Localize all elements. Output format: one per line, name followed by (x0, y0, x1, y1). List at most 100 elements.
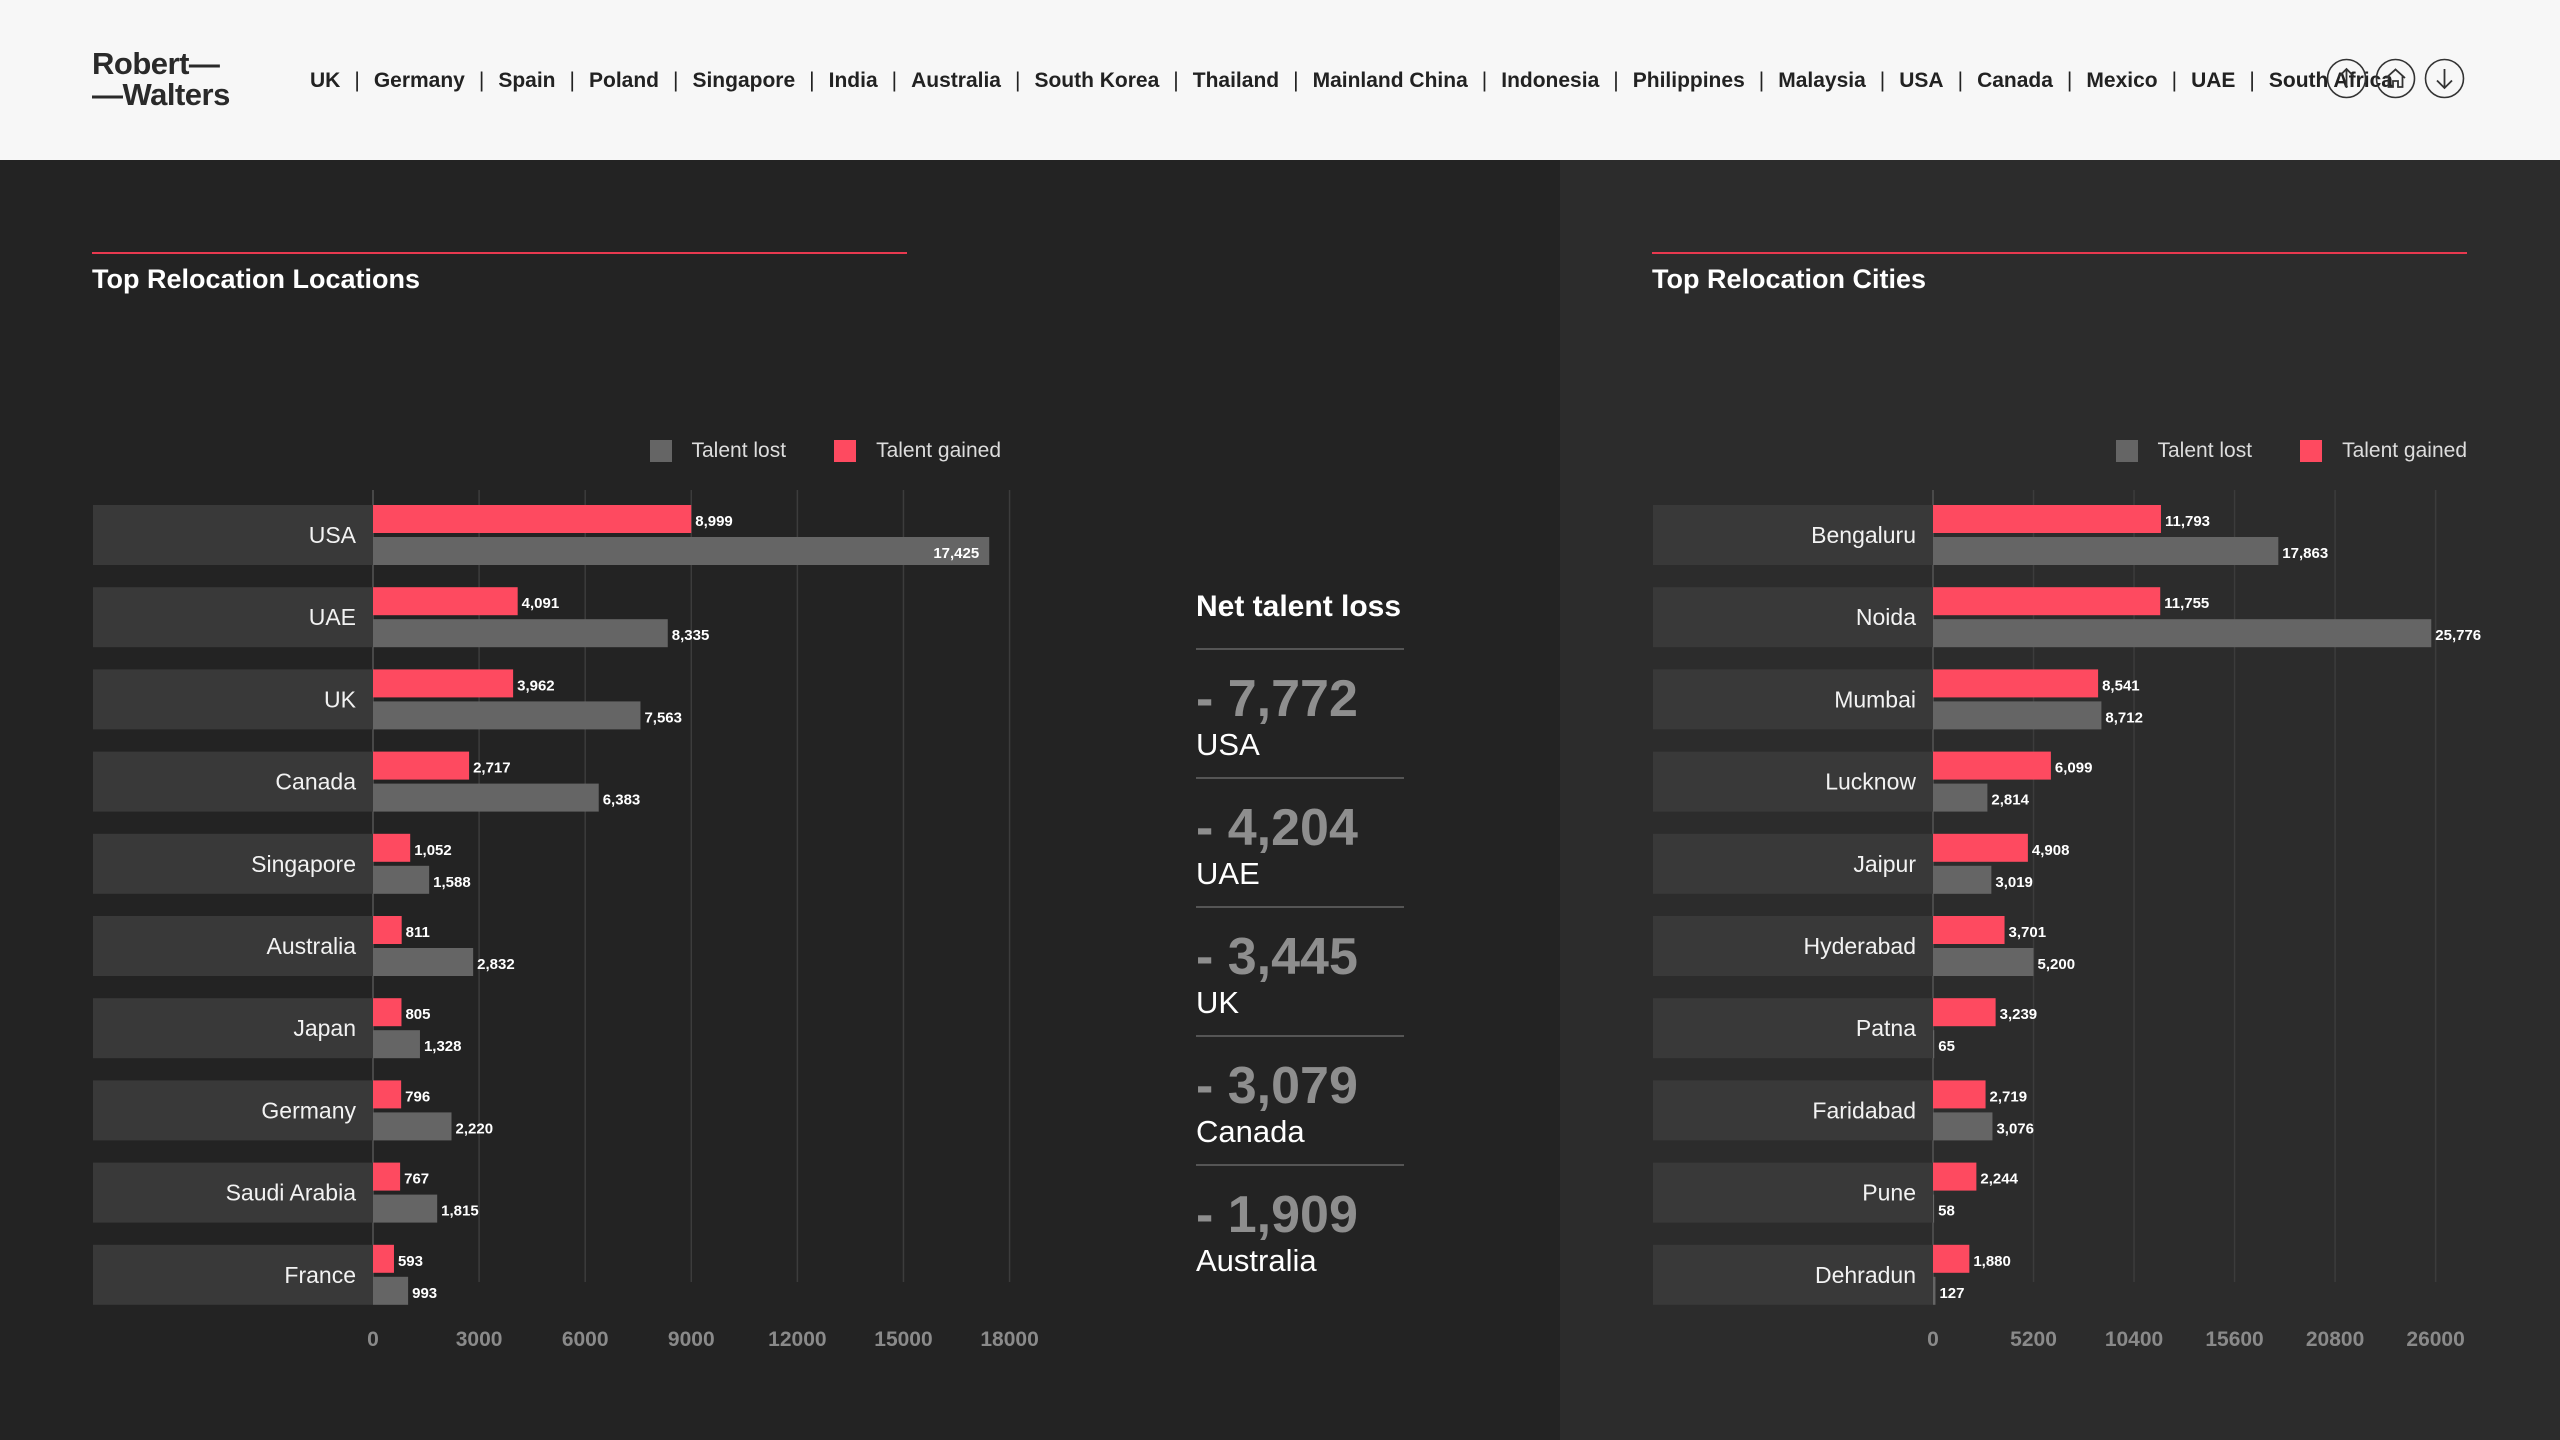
bar-talent-lost (373, 1276, 409, 1305)
x-tick-label: 0 (1927, 1328, 1939, 1351)
bar-talent-gained (373, 505, 692, 533)
data-label-gained: 593 (398, 1253, 423, 1270)
x-tick-label: 15000 (874, 1328, 932, 1351)
category-label-bg (1653, 1244, 1933, 1305)
home-icon[interactable] (2375, 58, 2416, 99)
bar-talent-lost (1933, 783, 1988, 812)
bar-talent-gained (1933, 998, 1996, 1027)
category-label-bg (93, 1244, 373, 1305)
bar-talent-lost (373, 865, 430, 894)
category-label-bg (93, 587, 373, 648)
bar-talent-lost (1933, 701, 2102, 730)
nav-item-australia[interactable]: Australia (911, 69, 1001, 92)
data-label-lost: 2,220 (456, 1120, 494, 1137)
data-label-gained: 4,908 (2032, 842, 2070, 859)
bar-talent-gained (1933, 1080, 1986, 1109)
nav-item-india[interactable]: India (828, 69, 878, 92)
bar-talent-lost (373, 537, 990, 565)
nav-item-mainland-china[interactable]: Mainland China (1312, 69, 1468, 92)
nav-item-uae[interactable]: UAE (2191, 69, 2236, 92)
bar-talent-gained (373, 1244, 394, 1273)
category-label: Singapore (251, 851, 356, 877)
category-label: UK (324, 686, 357, 712)
data-label-gained: 805 (405, 1006, 430, 1023)
arrow-down-icon[interactable] (2424, 58, 2465, 99)
bar-talent-lost (1933, 1112, 1993, 1141)
nav-item-malaysia[interactable]: Malaysia (1778, 69, 1866, 92)
nav-separator: | (354, 69, 360, 92)
data-label-gained: 767 (404, 1171, 429, 1188)
nav-separator: | (891, 69, 898, 92)
data-label-gained: 11,755 (2164, 595, 2209, 612)
data-label-gained: 8,541 (2102, 677, 2140, 694)
nav-item-mexico[interactable]: Mexico (2086, 69, 2158, 92)
data-label-lost: 3,076 (1996, 1120, 2034, 1137)
nav-separator: | (2249, 69, 2255, 92)
nav-item-south-korea[interactable]: South Korea (1034, 69, 1160, 92)
bar-talent-gained (1933, 587, 2161, 616)
bar-talent-gained (373, 751, 470, 780)
bar-talent-lost (1933, 865, 1992, 894)
category-label-bg (93, 1162, 373, 1223)
category-label: Germany (261, 1097, 356, 1123)
category-label: Japan (293, 1015, 356, 1041)
category-label-bg (93, 505, 373, 565)
data-label-lost: 6,383 (603, 792, 641, 809)
data-label-gained: 11,793 (2165, 513, 2210, 530)
bar-talent-gained (1933, 505, 2161, 533)
bar-talent-lost (373, 948, 474, 976)
bar-talent-gained (1933, 1162, 1977, 1191)
nav-item-spain[interactable]: Spain (498, 69, 556, 92)
data-label-lost: 2,814 (1991, 792, 2029, 809)
bar-talent-lost (1933, 619, 2432, 648)
data-label-lost: 5,200 (2038, 956, 2076, 973)
data-label-lost: 1,815 (441, 1203, 479, 1220)
category-label: Lucknow (1825, 769, 1916, 795)
bar-talent-lost (373, 1030, 420, 1059)
net-loss-country: USA (1196, 727, 1260, 762)
category-label: Mumbai (1834, 686, 1916, 712)
data-label-lost: 8,335 (672, 627, 710, 644)
nav-separator: | (1879, 69, 1886, 92)
nav-item-south-africa[interactable]: South Africa (2268, 69, 2393, 92)
category-label-bg (93, 669, 373, 730)
category-label: France (284, 1262, 356, 1288)
nav-item-philippines[interactable]: Philippines (1632, 69, 1745, 92)
nav-item-usa[interactable]: USA (1899, 69, 1944, 92)
net-loss-value: - 1,909 (1196, 1186, 1358, 1244)
legend-swatch-gained (2300, 440, 2323, 462)
nav-separator: | (2171, 69, 2178, 92)
data-label-gained: 1,880 (1973, 1253, 2011, 1270)
data-label-lost: 993 (412, 1285, 437, 1302)
bar-talent-gained (373, 1080, 402, 1109)
nav-item-indonesia[interactable]: Indonesia (1501, 69, 1600, 92)
nav-item-poland[interactable]: Poland (588, 69, 659, 92)
robert-walters-logo[interactable]: Robert— —Walters (92, 48, 230, 110)
logo-line-2: —Walters (92, 77, 230, 112)
bar-talent-lost (373, 1112, 452, 1141)
nav-item-thailand[interactable]: Thailand (1192, 69, 1280, 92)
data-label-lost: 25,776 (2435, 627, 2481, 644)
bar-talent-gained (373, 833, 411, 862)
category-label-bg (1653, 669, 1933, 730)
bar-talent-lost (1933, 948, 2034, 976)
nav-separator: | (809, 69, 815, 92)
bar-talent-gained (1933, 751, 2051, 780)
net-loss-country: Australia (1196, 1243, 1317, 1278)
data-label-gained: 3,701 (2009, 924, 2047, 941)
data-label-gained: 3,962 (517, 677, 555, 694)
data-label-gained: 6,099 (2055, 760, 2093, 777)
net-loss-item: - 3,445 UK (1196, 908, 1404, 1037)
nav-icons (2326, 58, 2465, 99)
nav-separator: | (1613, 69, 1619, 92)
nav-item-uk[interactable]: UK (310, 69, 341, 92)
category-label: Pune (1862, 1180, 1916, 1206)
logo-line-1: Robert— (92, 46, 220, 81)
nav-item-canada[interactable]: Canada (1977, 69, 2053, 92)
nav-item-germany[interactable]: Germany (373, 69, 465, 92)
nav-separator: | (2066, 69, 2073, 92)
category-label-bg (93, 916, 373, 976)
arrow-up-icon[interactable] (2326, 58, 2367, 99)
category-label-bg (1653, 505, 1933, 565)
nav-item-singapore[interactable]: Singapore (692, 69, 796, 92)
